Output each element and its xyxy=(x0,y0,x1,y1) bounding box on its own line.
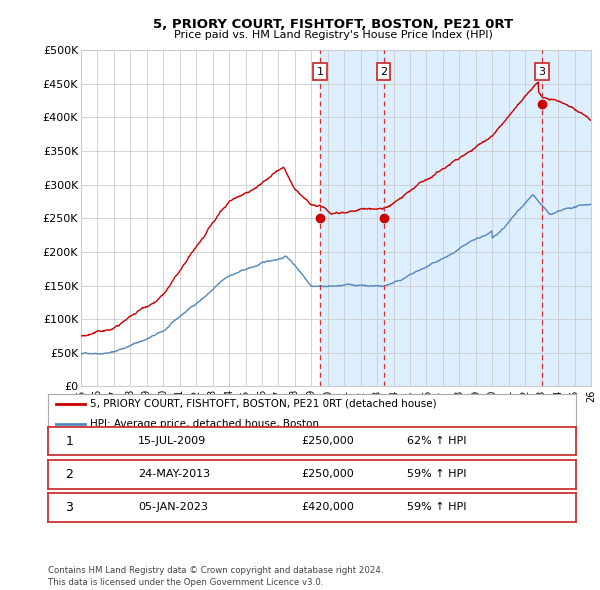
Text: 5, PRIORY COURT, FISHTOFT, BOSTON, PE21 0RT (detached house): 5, PRIORY COURT, FISHTOFT, BOSTON, PE21 … xyxy=(90,399,437,408)
Text: 59% ↑ HPI: 59% ↑ HPI xyxy=(407,503,467,512)
Text: 59% ↑ HPI: 59% ↑ HPI xyxy=(407,470,467,479)
Text: 2: 2 xyxy=(380,67,387,77)
Text: HPI: Average price, detached house, Boston: HPI: Average price, detached house, Bost… xyxy=(90,419,319,428)
Bar xyxy=(320,50,383,386)
Text: £250,000: £250,000 xyxy=(301,437,354,446)
Text: £420,000: £420,000 xyxy=(301,503,355,512)
Text: 15-JUL-2009: 15-JUL-2009 xyxy=(138,437,206,446)
Text: 62% ↑ HPI: 62% ↑ HPI xyxy=(407,437,467,446)
Text: 3: 3 xyxy=(538,67,545,77)
Text: 24-MAY-2013: 24-MAY-2013 xyxy=(138,470,210,479)
Bar xyxy=(542,50,591,386)
Text: £250,000: £250,000 xyxy=(301,470,354,479)
Text: 1: 1 xyxy=(317,67,324,77)
Text: 05-JAN-2023: 05-JAN-2023 xyxy=(138,503,208,512)
Text: 5, PRIORY COURT, FISHTOFT, BOSTON, PE21 0RT: 5, PRIORY COURT, FISHTOFT, BOSTON, PE21 … xyxy=(153,18,513,31)
Text: Price paid vs. HM Land Registry's House Price Index (HPI): Price paid vs. HM Land Registry's House … xyxy=(173,30,493,40)
Text: 1: 1 xyxy=(65,435,73,448)
Text: 2: 2 xyxy=(65,468,73,481)
Text: 3: 3 xyxy=(65,501,73,514)
Bar xyxy=(383,50,542,386)
Text: Contains HM Land Registry data © Crown copyright and database right 2024.
This d: Contains HM Land Registry data © Crown c… xyxy=(48,566,383,587)
